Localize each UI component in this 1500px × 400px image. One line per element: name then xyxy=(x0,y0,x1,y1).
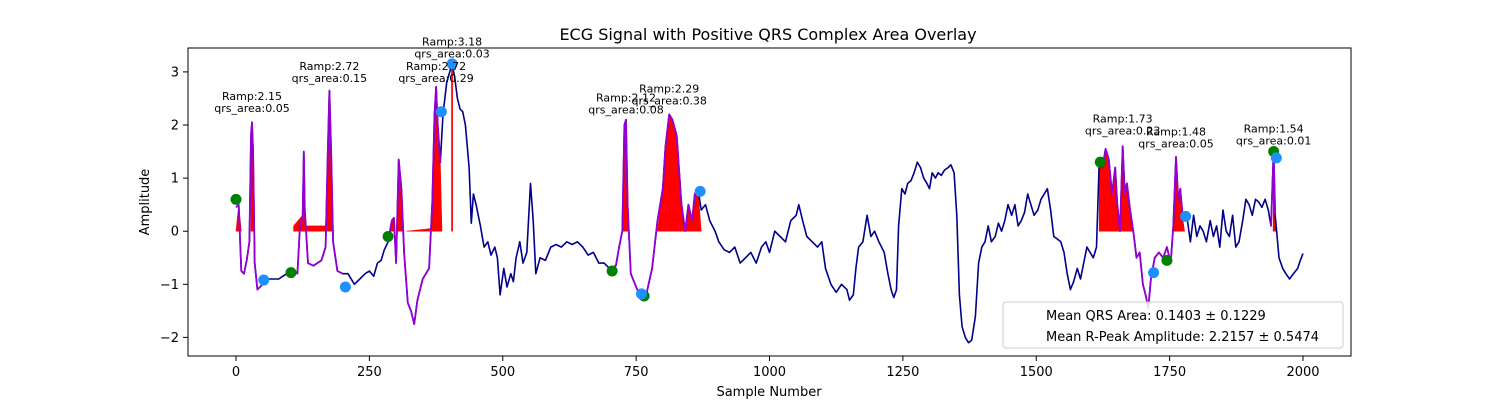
y-tick-label: 2 xyxy=(171,119,179,134)
y-tick-label: 0 xyxy=(171,225,179,240)
qrs-area-label: qrs_area:0.05 xyxy=(214,102,289,115)
x-axis-label: Sample Number xyxy=(716,385,822,400)
qrs-area-fills xyxy=(235,63,1277,232)
qrs-offset-marker xyxy=(1148,267,1160,279)
x-tick-label: 1000 xyxy=(753,365,786,380)
qrs-offset-marker xyxy=(435,106,447,118)
qrs-onset-marker xyxy=(606,265,618,277)
legend-mean-r-peak-amplitude: Mean R-Peak Amplitude: 2.2157 ± 0.5474 xyxy=(1046,330,1319,345)
qrs-offset-marker xyxy=(1180,210,1192,222)
qrs-segment-line xyxy=(615,113,699,296)
r-amplitude-label: Ramp:2.12 xyxy=(596,92,656,105)
qrs-area-label: qrs_area:0.05 xyxy=(1138,138,1213,151)
qrs-onset-marker xyxy=(285,267,297,279)
legend-mean-qrs-area: Mean QRS Area: 0.1403 ± 0.1229 xyxy=(1046,309,1266,324)
y-tick-label: −2 xyxy=(160,331,179,346)
r-amplitude-label: Ramp:2.72 xyxy=(406,60,466,73)
y-axis-ticks: −2 −1 0 1 2 3 xyxy=(160,65,188,346)
r-amplitude-label: Ramp:1.48 xyxy=(1146,126,1206,139)
legend-box: Mean QRS Area: 0.1403 ± 0.1229 Mean R-Pe… xyxy=(1002,301,1344,349)
x-tick-label: 1750 xyxy=(1153,365,1186,380)
qrs-onset-marker xyxy=(1161,254,1173,266)
qrs-onset-marker xyxy=(382,231,394,243)
qrs-segment-line xyxy=(291,89,344,275)
x-tick-label: 500 xyxy=(490,365,515,380)
r-amplitude-label: Ramp:3.18 xyxy=(422,35,482,48)
qrs-markers xyxy=(230,58,1282,302)
qrs-segment-line xyxy=(387,85,442,326)
r-amplitude-label: Ramp:1.54 xyxy=(1244,122,1304,135)
x-axis-ticks: 0 250 500 750 1000 1250 1500 1750 2000 xyxy=(232,356,1320,380)
chart-title: ECG Signal with Positive QRS Complex Are… xyxy=(559,25,976,44)
qrs-offset-marker xyxy=(635,288,647,300)
y-axis-label: Amplitude xyxy=(138,169,153,236)
r-amplitude-label: Ramp:2.72 xyxy=(299,60,359,73)
y-tick-label: 3 xyxy=(171,65,179,80)
qrs-area-label: qrs_area:0.15 xyxy=(292,72,367,85)
qrs-offset-marker xyxy=(258,274,270,286)
peak-annotations: Ramp:2.15qrs_area:0.05Ramp:2.72qrs_area:… xyxy=(214,35,1311,150)
qrs-area-label: qrs_area:0.01 xyxy=(1236,134,1311,147)
x-tick-label: 1500 xyxy=(1020,365,1053,380)
qrs-segment-line xyxy=(235,121,264,291)
x-tick-label: 2000 xyxy=(1286,365,1319,380)
qrs-offset-marker xyxy=(446,58,458,70)
x-tick-label: 250 xyxy=(357,365,382,380)
qrs-area-label: qrs_area:0.03 xyxy=(414,47,489,60)
y-tick-label: 1 xyxy=(171,172,179,187)
r-amplitude-label: Ramp:1.73 xyxy=(1093,112,1153,125)
qrs-area-fill xyxy=(451,63,453,232)
r-amplitude-label: Ramp:2.15 xyxy=(222,90,282,103)
signal-lines xyxy=(235,63,1304,344)
x-tick-label: 0 xyxy=(232,365,240,380)
qrs-segment-line xyxy=(1101,145,1184,310)
qrs-area-label: qrs_area:0.29 xyxy=(398,72,473,85)
qrs-onset-marker xyxy=(230,193,242,205)
r-amplitude-label: Ramp:2.29 xyxy=(639,83,699,96)
qrs-offset-marker xyxy=(1270,152,1282,164)
qrs-offset-marker xyxy=(694,185,706,197)
qrs-area-label: qrs_area:0.08 xyxy=(588,104,663,117)
x-tick-label: 750 xyxy=(624,365,649,380)
y-tick-label: −1 xyxy=(160,278,179,293)
ecg-signal-line xyxy=(235,63,1304,344)
x-tick-label: 1250 xyxy=(886,365,919,380)
qrs-onset-marker xyxy=(1094,156,1106,168)
qrs-offset-marker xyxy=(339,281,351,293)
qrs-area-label: qrs_area:0.38 xyxy=(631,95,706,108)
qrs-area-label: qrs_area:0.23 xyxy=(1085,124,1160,137)
